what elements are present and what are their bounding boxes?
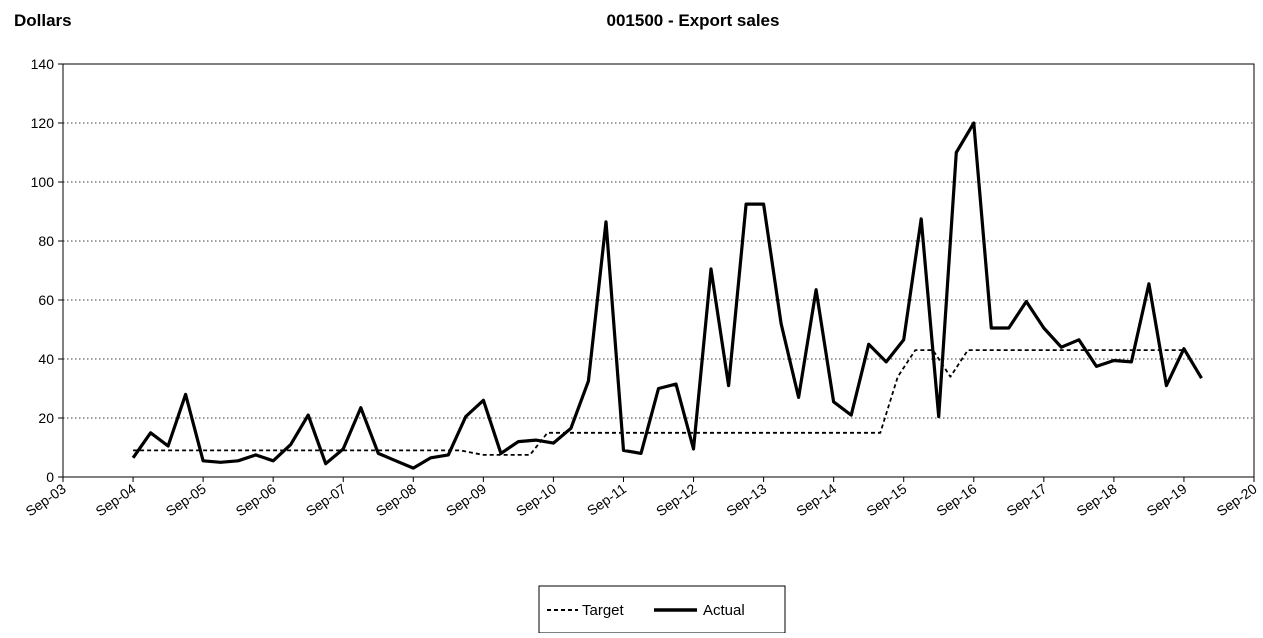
legend-target-label: Target <box>582 602 625 619</box>
x-tick-label: Sep-18 <box>1073 480 1119 519</box>
y-tick-label: 40 <box>38 351 54 367</box>
y-axis-ticks: 0 20 40 60 80 100 120 140 <box>31 56 63 485</box>
x-tick-label: Sep-15 <box>863 480 909 519</box>
chart-title: 001500 - Export sales <box>607 11 780 30</box>
series-lines <box>131 121 1203 470</box>
plot-area-frame <box>62 63 1255 478</box>
x-tick-label: Sep-14 <box>793 480 839 519</box>
x-tick-label: Sep-13 <box>723 480 769 519</box>
x-tick-label: Sep-08 <box>373 480 419 519</box>
y-tick-label: 60 <box>38 292 54 308</box>
legend-actual-label: Actual <box>703 602 745 619</box>
x-tick-label: Sep-16 <box>933 480 979 519</box>
x-tick-label: Sep-09 <box>443 480 489 519</box>
x-tick-label: Sep-11 <box>584 480 629 519</box>
series-line-target <box>133 349 1184 456</box>
y-tick-label: 0 <box>46 469 54 485</box>
x-tick-label: Sep-06 <box>233 480 279 519</box>
x-tick-label: Sep-07 <box>303 480 349 519</box>
y-axis-label: Dollars <box>14 11 72 30</box>
x-tick-label: Sep-04 <box>93 480 139 519</box>
y-tick-label: 20 <box>38 410 54 426</box>
x-axis-ticks: Sep-03 Sep-04 Sep-05 Sep-06 Sep-07 Sep-08 Sep-… <box>23 477 1260 519</box>
y-tick-label: 80 <box>38 233 54 249</box>
x-tick-label: Sep-17 <box>1003 480 1049 519</box>
series-line-actual <box>131 121 1203 470</box>
x-tick-label: Sep-12 <box>653 480 699 519</box>
x-tick-label: Sep-05 <box>163 480 209 519</box>
x-tick-label: Sep-10 <box>513 480 559 519</box>
gridlines <box>63 122 1254 419</box>
legend: Target Actual <box>538 585 786 634</box>
x-tick-label: Sep-03 <box>23 480 69 519</box>
y-tick-label: 120 <box>31 115 55 131</box>
y-tick-label: 140 <box>31 56 55 72</box>
x-tick-label: Sep-20 <box>1214 480 1260 519</box>
x-tick-label: Sep-19 <box>1143 480 1189 519</box>
y-tick-label: 100 <box>31 174 55 190</box>
